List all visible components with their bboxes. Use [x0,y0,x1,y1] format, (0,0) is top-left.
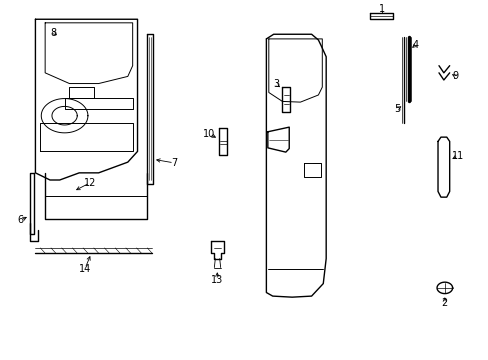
Text: 8: 8 [51,28,57,38]
Text: 11: 11 [451,151,464,161]
Text: 5: 5 [394,104,400,113]
Text: 9: 9 [451,71,458,81]
Text: 1: 1 [378,4,384,14]
Text: 3: 3 [272,79,279,89]
Text: 14: 14 [79,264,91,274]
Text: 6: 6 [18,215,24,225]
Text: 2: 2 [441,298,447,308]
Text: 13: 13 [211,275,223,285]
Text: 12: 12 [83,178,96,188]
Text: 10: 10 [203,129,215,139]
Text: 7: 7 [170,158,177,168]
Text: 4: 4 [412,40,418,50]
